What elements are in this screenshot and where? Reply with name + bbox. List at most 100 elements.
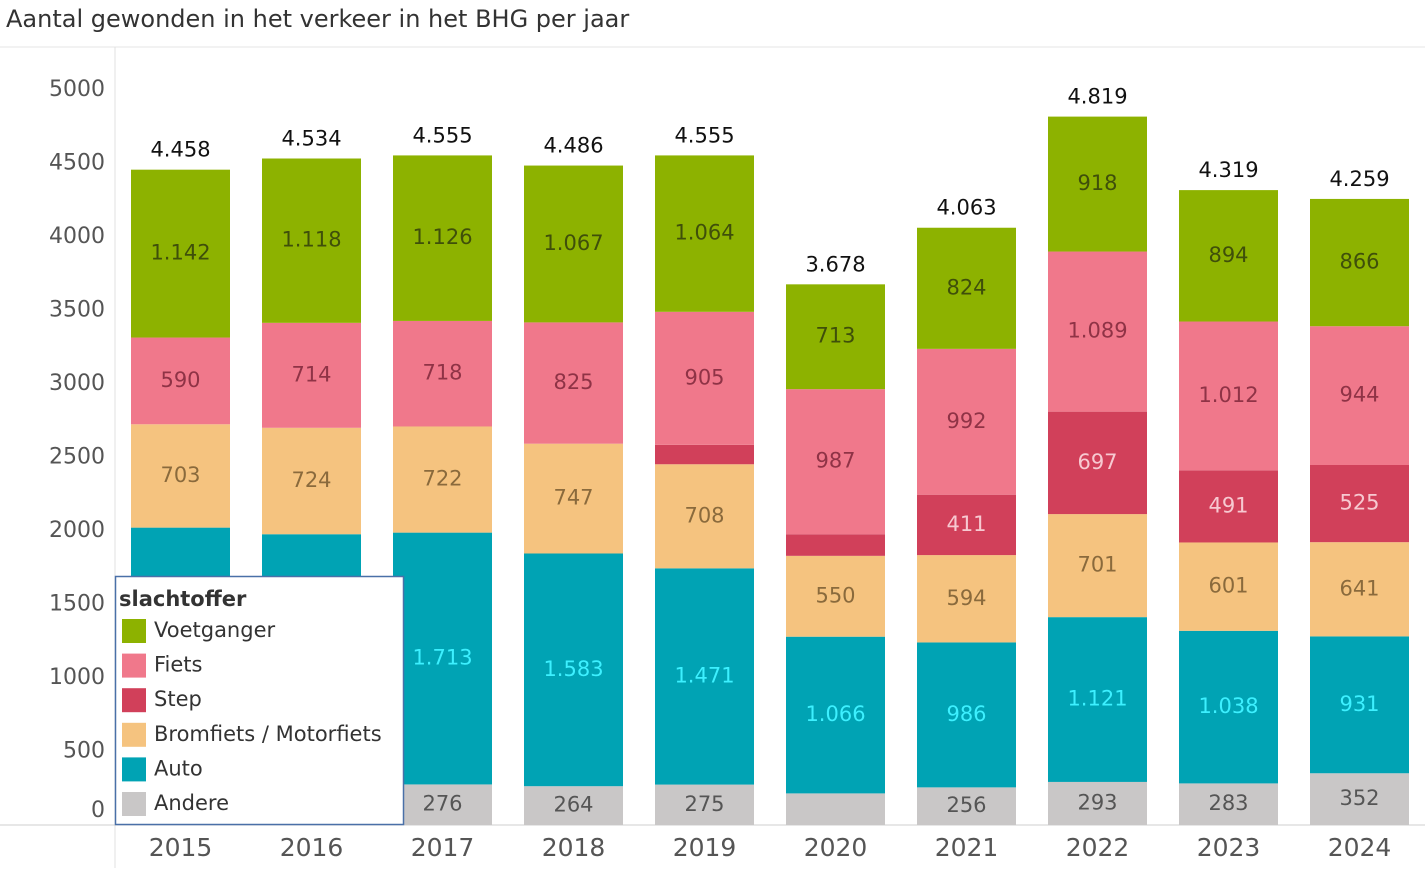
y-tick-label: 1000 xyxy=(49,665,105,690)
y-tick-label: 500 xyxy=(63,739,105,764)
legend-label: Voetganger xyxy=(154,618,275,642)
bar-segment xyxy=(131,337,230,425)
bar-segment xyxy=(1048,411,1147,515)
total-label: 4.534 xyxy=(281,127,341,151)
bar-segment xyxy=(786,555,885,637)
bar-segment xyxy=(1179,542,1278,631)
bar-segment xyxy=(917,348,1016,495)
data-label: 714 xyxy=(291,362,331,386)
y-tick-label: 4000 xyxy=(49,224,105,249)
data-label: 293 xyxy=(1077,790,1117,814)
bar-segment xyxy=(1179,783,1278,825)
data-label: 275 xyxy=(684,792,724,816)
data-label: 825 xyxy=(553,370,593,394)
data-label: 703 xyxy=(160,463,200,487)
bar-segment xyxy=(131,424,230,528)
x-tick-label: 2019 xyxy=(673,833,737,862)
bar-segment xyxy=(524,786,623,825)
bar-segment xyxy=(262,158,361,323)
y-tick-label: 3500 xyxy=(49,298,105,323)
total-label: 4.819 xyxy=(1067,85,1127,109)
y-tick-label: 2500 xyxy=(49,445,105,470)
legend-label: Andere xyxy=(154,791,229,815)
chart-title: Aantal gewonden in het verkeer in het BH… xyxy=(6,5,629,33)
y-tick-label: 4500 xyxy=(49,151,105,176)
legend-swatch xyxy=(122,792,146,816)
total-label: 4.259 xyxy=(1329,167,1389,191)
data-label: 708 xyxy=(684,503,724,527)
data-label: 264 xyxy=(553,793,593,817)
y-tick-label: 5000 xyxy=(49,77,105,102)
x-tick-label: 2024 xyxy=(1328,833,1392,862)
x-tick-label: 2021 xyxy=(935,833,999,862)
data-label: 824 xyxy=(946,275,986,299)
bar-segment xyxy=(1048,781,1147,825)
bar-segment xyxy=(1310,542,1409,637)
bar-segment xyxy=(655,311,754,445)
y-tick-label: 1500 xyxy=(49,592,105,617)
total-label: 4.063 xyxy=(936,196,996,220)
legend-swatch xyxy=(122,688,146,713)
data-label: 905 xyxy=(684,365,724,389)
bar-segment xyxy=(524,443,623,554)
data-label: 1.089 xyxy=(1067,319,1127,343)
data-label: 701 xyxy=(1077,553,1117,577)
x-tick-label: 2020 xyxy=(804,833,868,862)
data-label: 986 xyxy=(946,702,986,726)
bar-segment xyxy=(262,322,361,428)
data-label: 283 xyxy=(1208,791,1248,815)
legend-swatch xyxy=(122,619,146,643)
data-label: 1.583 xyxy=(543,657,603,681)
bar-segment xyxy=(1048,617,1147,782)
legend-title: slachtoffer xyxy=(119,587,247,611)
legend-label: Fiets xyxy=(154,653,202,677)
total-label: 4.458 xyxy=(150,138,210,162)
bar-segment xyxy=(1310,198,1409,327)
data-label: 747 xyxy=(553,486,593,510)
data-label: 697 xyxy=(1077,450,1117,474)
data-label: 1.121 xyxy=(1067,687,1127,711)
data-label: 1.012 xyxy=(1198,383,1258,407)
data-label: 931 xyxy=(1339,692,1379,716)
bar-segment xyxy=(917,227,1016,349)
data-label: 718 xyxy=(422,361,462,385)
bar-segment xyxy=(393,784,492,825)
legend-swatch xyxy=(122,722,146,747)
bar-segment xyxy=(1048,514,1147,618)
data-label: 491 xyxy=(1208,493,1248,517)
data-label: 1.126 xyxy=(412,225,472,249)
bar-segment xyxy=(786,636,885,794)
bar-segment xyxy=(1048,116,1147,252)
data-label: 987 xyxy=(815,449,855,473)
x-tick-label: 2018 xyxy=(542,833,606,862)
x-tick-label: 2016 xyxy=(280,833,344,862)
data-label: 894 xyxy=(1208,243,1248,267)
y-tick-label: 0 xyxy=(91,798,105,823)
total-label: 4.555 xyxy=(674,123,734,147)
bar-segment xyxy=(393,155,492,321)
total-label: 4.319 xyxy=(1198,158,1258,182)
bar-segment xyxy=(917,787,1016,825)
data-label: 411 xyxy=(946,512,986,536)
data-label: 1.713 xyxy=(412,646,472,670)
bar-segment xyxy=(917,642,1016,788)
data-label: 590 xyxy=(160,368,200,392)
data-label: 550 xyxy=(815,583,855,607)
bar-segment xyxy=(524,553,623,787)
bar-segment xyxy=(655,464,754,569)
bar-segment xyxy=(1179,321,1278,471)
bar-segment xyxy=(655,784,754,825)
total-label: 4.555 xyxy=(412,123,472,147)
bar-segment xyxy=(1048,251,1147,412)
legend-label: Bromfiets / Motorfiets xyxy=(154,722,382,746)
bar-segment xyxy=(262,427,361,535)
y-tick-label: 2000 xyxy=(49,518,105,543)
bar-segment xyxy=(393,532,492,785)
data-label: 918 xyxy=(1077,171,1117,195)
legend-swatch xyxy=(122,757,146,782)
bar-segment xyxy=(524,322,623,444)
bar-segment xyxy=(1310,326,1409,465)
data-label: 722 xyxy=(422,467,462,491)
data-label: 866 xyxy=(1339,250,1379,274)
bar-segment xyxy=(393,426,492,533)
